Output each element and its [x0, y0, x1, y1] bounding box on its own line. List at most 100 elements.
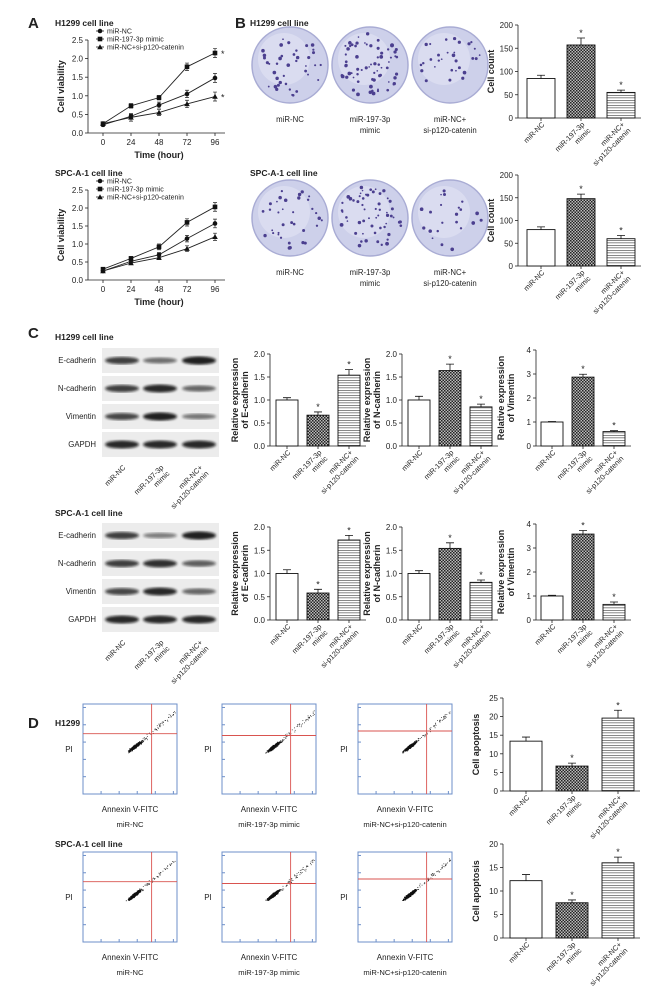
event-dot [133, 892, 135, 894]
colony [436, 229, 439, 233]
event-dot [446, 714, 448, 715]
event-dot [404, 899, 406, 901]
event-dot [154, 878, 155, 880]
event-dot [170, 714, 172, 716]
dish-label: si-p120-catenin [423, 126, 476, 135]
colony [373, 62, 377, 66]
event-dot [297, 877, 298, 878]
event-dot [273, 748, 275, 750]
event-dot [265, 752, 267, 754]
event-dot [442, 719, 443, 721]
event-dot [277, 890, 279, 892]
colony [393, 50, 397, 54]
colony [281, 223, 285, 227]
event-dot [310, 715, 311, 716]
event-dot [409, 894, 410, 896]
colony [277, 231, 280, 234]
event-dot [132, 895, 134, 897]
event-dot [415, 889, 417, 891]
event-dot [406, 895, 408, 897]
blot-band [143, 587, 177, 596]
event-dot [271, 896, 273, 897]
event-dot [276, 891, 278, 893]
y-tick-label: 0.5 [386, 593, 398, 602]
colony [378, 192, 382, 195]
colony [344, 44, 347, 47]
bar [571, 533, 595, 621]
event-dot [134, 893, 136, 895]
event-dot [277, 891, 279, 893]
event-dot [147, 884, 149, 885]
event-dot [296, 873, 298, 875]
event-dot [128, 897, 130, 899]
event-dot [412, 891, 413, 892]
event-dot [270, 750, 272, 752]
event-dot [136, 744, 138, 746]
event-dot [294, 729, 296, 731]
y-tick-label: 0 [494, 787, 499, 796]
event-dot [140, 741, 142, 743]
bar-chart: 0.0 0.5 1.0 1.5 2.0 Relative expression of N-c… [362, 350, 498, 496]
colony [272, 70, 277, 75]
sample-label: miR-NC [117, 820, 145, 829]
event-dot [141, 888, 143, 890]
event-dot [138, 891, 140, 893]
triangle-marker [184, 101, 190, 107]
series-triangle: * [100, 91, 225, 126]
y-tick-label: 0.0 [386, 616, 398, 625]
event-dot [269, 749, 271, 750]
event-dot [129, 897, 131, 899]
colony [377, 88, 379, 91]
event-dot [402, 751, 404, 753]
event-dot [412, 893, 414, 895]
event-dot [410, 895, 412, 897]
event-dot [269, 896, 271, 898]
colony [377, 214, 380, 217]
colony [451, 53, 456, 58]
colony [422, 226, 426, 230]
event-dot [449, 713, 451, 715]
event-dot [410, 894, 412, 896]
event-dot [296, 874, 298, 876]
event-dot [415, 891, 417, 892]
colony [389, 214, 393, 218]
y-tick-label: 1 [527, 592, 532, 601]
colony [386, 88, 390, 92]
event-dot [412, 742, 414, 744]
event-dot [140, 890, 142, 892]
event-dot [266, 899, 268, 901]
triangle-marker [184, 245, 190, 251]
event-dot [138, 742, 140, 744]
event-dot [130, 895, 132, 897]
y-axis-label: PI [65, 745, 73, 754]
bar [602, 431, 626, 447]
x-tick-label: 96 [211, 285, 220, 294]
event-dot [405, 897, 407, 899]
event-dot [275, 746, 277, 748]
y-tick-label: 2.0 [254, 350, 266, 359]
event-dot [274, 894, 276, 896]
event-dot [286, 884, 288, 886]
x-axis-label: Annexin V-FITC [241, 953, 298, 962]
event-dot [171, 716, 172, 718]
y-tick-label: 0.0 [386, 442, 398, 451]
event-dot [278, 890, 280, 892]
event-dot [132, 894, 134, 896]
event-dot [136, 894, 138, 896]
event-dot [154, 728, 156, 730]
event-dot [170, 716, 172, 718]
event-dot [139, 890, 141, 891]
colony [454, 59, 458, 63]
colony [273, 84, 278, 89]
event-dot [159, 874, 161, 876]
event-dot [433, 874, 434, 876]
event-dot [414, 743, 416, 745]
y-tick-label: 2.0 [254, 523, 266, 532]
event-dot [151, 878, 153, 880]
colony [467, 42, 471, 46]
event-dot [275, 893, 277, 895]
event-dot [434, 727, 436, 729]
colony [349, 44, 352, 48]
y-tick-label: 0.5 [72, 110, 84, 119]
colony [439, 203, 443, 207]
